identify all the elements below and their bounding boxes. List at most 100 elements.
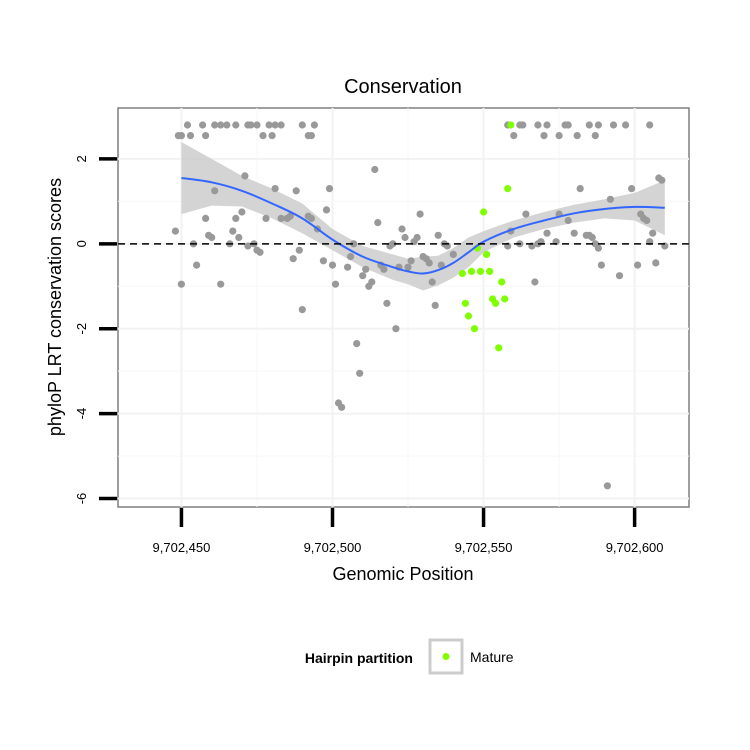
conservation-point	[262, 214, 270, 222]
mature-point	[492, 299, 500, 307]
conservation-point	[223, 121, 231, 129]
conservation-point	[628, 185, 636, 193]
conservation-point	[241, 172, 249, 180]
smooth-line-layer	[181, 177, 665, 275]
conservation-point	[183, 121, 192, 129]
mature-point	[495, 344, 503, 352]
mature-point	[486, 267, 494, 275]
conservation-point	[416, 210, 424, 218]
conservation-point	[573, 132, 581, 140]
conservation-point	[564, 121, 572, 129]
conservation-point	[652, 259, 660, 267]
conservation-point	[362, 265, 370, 273]
conservation-point	[404, 263, 412, 271]
conservation-point	[585, 121, 593, 129]
conservation-point	[434, 231, 442, 239]
legend-key-mature-point	[442, 653, 450, 660]
conservation-point	[597, 261, 606, 269]
conservation-point	[383, 299, 391, 307]
conservation-point	[413, 233, 421, 242]
conservation-point	[244, 242, 252, 250]
conservation-point	[186, 132, 195, 140]
conservation-point	[588, 233, 596, 242]
conservation-point	[286, 212, 294, 220]
conservation-point	[437, 261, 445, 269]
conservation-point	[229, 227, 237, 235]
conservation-point	[277, 121, 285, 129]
conservation-point	[347, 253, 355, 261]
conservation-point	[634, 261, 642, 269]
conservation-point	[622, 121, 630, 129]
conservation-point	[331, 280, 340, 288]
conservation-point	[658, 176, 666, 184]
conservation-point	[392, 325, 400, 333]
smooth-line	[181, 177, 665, 275]
conservation-point	[289, 255, 297, 263]
conservation-point	[428, 278, 436, 286]
conservation-point	[208, 233, 216, 242]
conservation-point	[425, 259, 433, 267]
y-tick-label: 2	[74, 155, 89, 162]
mature-point	[470, 325, 479, 333]
conservation-point	[271, 185, 279, 193]
conservation-point	[609, 121, 618, 129]
conservation-point	[356, 369, 364, 377]
conservation-point	[510, 132, 518, 140]
mature-point	[467, 267, 476, 275]
conservation-point	[519, 121, 527, 129]
conservation-point	[211, 121, 219, 129]
conservation-point	[217, 121, 225, 129]
conservation-point	[380, 265, 388, 273]
y-tick-label: -6	[74, 493, 89, 505]
conservation-point	[338, 403, 346, 411]
mature-point	[464, 312, 473, 320]
conservation-point	[522, 210, 530, 218]
conservation-point	[319, 257, 327, 265]
conservation-point	[310, 121, 318, 129]
legend-entry-mature: Mature	[470, 649, 514, 665]
chart-title: Conservation	[344, 76, 462, 98]
y-axis: 2 0 -2 -4 -6	[74, 155, 117, 504]
conservation-point	[199, 121, 207, 129]
conservation-point	[646, 121, 654, 129]
conservation-point	[256, 248, 264, 256]
x-axis-label: Genomic Position	[332, 564, 473, 584]
conservation-point	[368, 278, 376, 286]
conservation-point	[449, 250, 457, 258]
mature-point	[507, 121, 515, 129]
mature-point	[461, 299, 469, 307]
conservation-point	[359, 272, 367, 280]
conservation-point	[401, 233, 409, 242]
conservation-point	[534, 121, 542, 129]
mature-point	[476, 267, 485, 275]
conservation-point	[564, 216, 572, 225]
conservation-point	[307, 132, 315, 140]
conservation-point	[555, 132, 563, 140]
conservation-point	[259, 132, 267, 140]
conservation-point	[202, 214, 210, 222]
y-tick-label: -4	[74, 408, 89, 420]
x-tick-label: 9,702,500	[304, 540, 362, 555]
conservation-point	[649, 229, 657, 237]
conservation-point	[277, 214, 285, 222]
conservation-point	[389, 240, 397, 248]
mature-point	[498, 278, 506, 286]
mature-point	[483, 250, 491, 258]
mature-point	[458, 269, 466, 278]
conservation-point	[570, 229, 578, 237]
conservation-point	[615, 272, 624, 280]
x-tick-label: 9,702,600	[606, 540, 664, 555]
confidence-band-layer	[181, 142, 665, 291]
conservation-point	[202, 132, 210, 140]
conservation-point	[603, 482, 612, 490]
confidence-band	[181, 142, 665, 291]
conservation-point	[211, 187, 219, 195]
conservation-point	[295, 246, 303, 254]
mature-point	[501, 295, 509, 303]
conservation-point	[177, 280, 185, 288]
conservation-point	[298, 306, 306, 314]
conservation-point	[322, 206, 331, 214]
y-tick-label: -2	[74, 323, 89, 335]
conservation-point	[374, 219, 382, 227]
conservation-point	[232, 214, 240, 222]
